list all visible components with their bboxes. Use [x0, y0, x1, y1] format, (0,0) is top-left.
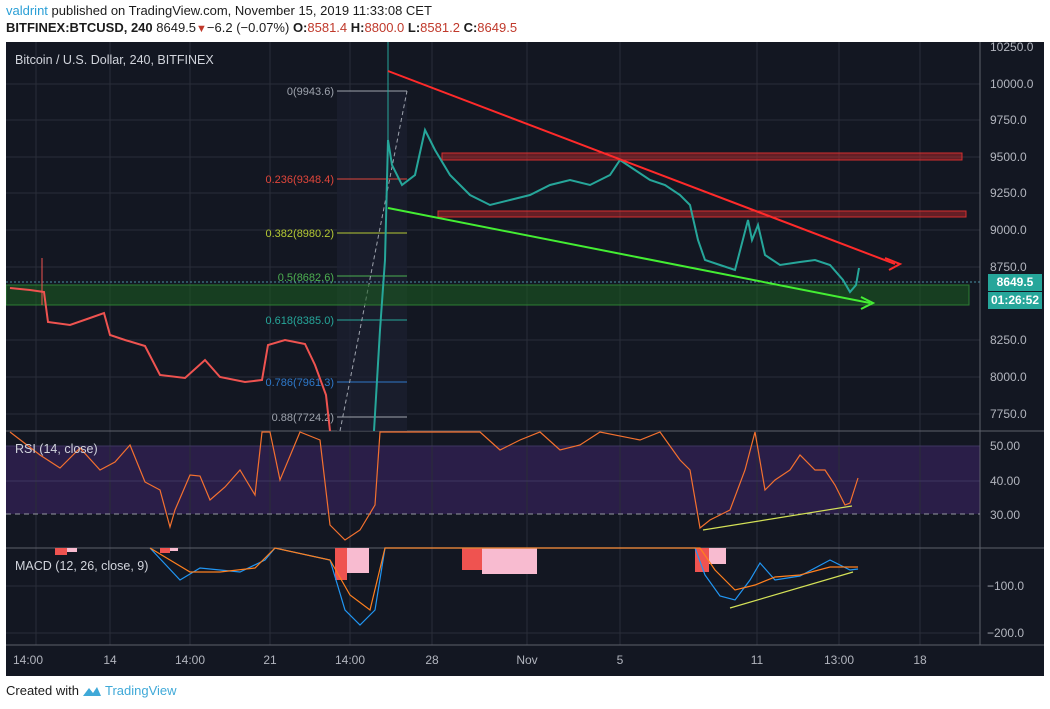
high-label: H:	[350, 20, 365, 35]
low-value: 8581.2	[420, 20, 460, 35]
svg-text:−200.0: −200.0	[987, 626, 1024, 640]
fib-0382: 0.382(8980.2)	[266, 228, 335, 240]
svg-text:7750.0: 7750.0	[990, 407, 1027, 421]
price-axis: 10250.0 10000.0 9750.0 9500.0 9250.0 9000.0…	[987, 42, 1034, 640]
chart-container[interactable]: 0(9943.6) 0.236(9348.4) 0.382(8980.2) 0.…	[6, 42, 1044, 676]
rsi-pane-title: RSI (14, close)	[15, 442, 98, 456]
svg-text:−100.0: −100.0	[987, 579, 1024, 593]
svg-text:30.00: 30.00	[990, 508, 1020, 522]
svg-text:28: 28	[425, 653, 439, 667]
fib-0: 0(9943.6)	[287, 86, 334, 98]
svg-text:5: 5	[617, 653, 624, 667]
svg-text:9750.0: 9750.0	[990, 113, 1027, 127]
svg-text:14:00: 14:00	[13, 653, 43, 667]
author-link[interactable]: valdrint	[6, 3, 48, 18]
created-with-label: Created with	[6, 683, 79, 698]
svg-text:14:00: 14:00	[335, 653, 365, 667]
svg-text:8250.0: 8250.0	[990, 333, 1027, 347]
resistance-zone-9100	[437, 210, 967, 218]
svg-text:9250.0: 9250.0	[990, 186, 1027, 200]
svg-text:14:00: 14:00	[175, 653, 205, 667]
descending-support-line	[387, 207, 871, 304]
svg-text:9000.0: 9000.0	[990, 223, 1027, 237]
rsi-band	[6, 446, 980, 514]
svg-text:8000.0: 8000.0	[990, 370, 1027, 384]
fib-0618: 0.618(8385.0)	[266, 315, 335, 327]
tradingview-link[interactable]: TradingView	[104, 683, 177, 698]
footer: Created with TradingView	[6, 683, 177, 698]
symbol-label: BITFINEX:BTCUSD, 240	[6, 20, 153, 35]
publish-info: valdrint published on TradingView.com, N…	[6, 3, 432, 18]
support-arrow-icon	[860, 296, 876, 310]
published-text: published on TradingView.com, November 1…	[51, 3, 432, 18]
svg-text:11: 11	[751, 653, 764, 667]
open-label: O:	[292, 20, 308, 35]
close-label: C:	[463, 20, 478, 35]
low-label: L:	[407, 20, 421, 35]
svg-text:21: 21	[263, 653, 277, 667]
svg-text:14: 14	[103, 653, 117, 667]
time-axis: 14:00 14 14:00 21 14:00 28 Nov 5 11 13:00 18	[13, 653, 927, 667]
rsi-line	[9, 431, 859, 541]
fib-05: 0.5(8682.6)	[278, 272, 334, 284]
down-arrow-icon: ▼	[196, 23, 207, 35]
fib-0236: 0.236(9348.4)	[266, 174, 335, 186]
resistance-zone-9500	[441, 152, 963, 161]
svg-text:40.00: 40.00	[990, 474, 1020, 488]
price-change: −6.2 (−0.07%)	[206, 20, 290, 35]
support-zone	[6, 284, 970, 306]
open-value: 8581.4	[307, 20, 348, 35]
fib-0786: 0.786(7961.3)	[266, 377, 335, 389]
countdown-badge: 01:26:52	[988, 292, 1042, 309]
svg-text:13:00: 13:00	[824, 653, 854, 667]
svg-text:Nov: Nov	[516, 653, 537, 667]
signal-line	[149, 547, 858, 612]
rsi-divergence-line	[702, 505, 853, 531]
svg-text:10250.0: 10250.0	[990, 42, 1034, 54]
current-price-badge: 8649.5	[988, 274, 1042, 291]
macd-divergence-line	[729, 571, 854, 609]
svg-text:9500.0: 9500.0	[990, 150, 1027, 164]
main-pane-title: Bitcoin / U.S. Dollar, 240, BITFINEX	[15, 53, 214, 67]
svg-text:8750.0: 8750.0	[990, 260, 1027, 274]
close-value: 8649.5	[477, 20, 518, 35]
chart-canvas[interactable]: 0(9943.6) 0.236(9348.4) 0.382(8980.2) 0.…	[6, 42, 1044, 676]
tradingview-logo-icon	[82, 686, 101, 696]
candles	[9, 42, 860, 432]
resistance-arrow-icon	[884, 257, 903, 271]
fib-088: 0.88(7724.2)	[272, 412, 334, 424]
high-value: 8800.0	[364, 20, 405, 35]
symbol-info: BITFINEX:BTCUSD, 240 8649.5▼−6.2 (−0.07%…	[6, 20, 517, 35]
svg-text:10000.0: 10000.0	[990, 77, 1034, 91]
last-price: 8649.5	[156, 20, 197, 35]
descending-resistance-line	[387, 70, 896, 265]
macd-pane-title: MACD (12, 26, close, 9)	[15, 559, 149, 573]
svg-text:50.00: 50.00	[990, 439, 1020, 453]
svg-text:18: 18	[913, 653, 927, 667]
